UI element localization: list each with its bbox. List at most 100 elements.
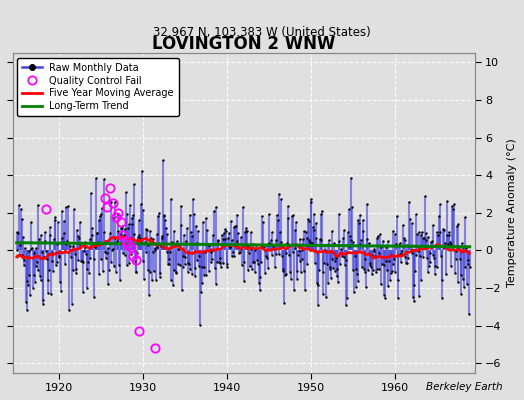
Point: [33, 259, 41, 266]
Point: [380, 292, 388, 298]
Point: [157, 234, 166, 241]
Point: [296, 258, 304, 264]
Point: [409, 282, 418, 288]
Point: [438, 295, 446, 301]
Point: [77, 258, 85, 264]
Point: [217, 232, 226, 238]
Point: [405, 199, 413, 206]
Point: [117, 225, 126, 232]
Point: [35, 236, 43, 243]
Point: [253, 257, 261, 264]
Point: [117, 225, 125, 232]
Point: [144, 267, 152, 274]
Point: [456, 272, 465, 279]
Point: [15, 242, 24, 248]
Point: [193, 240, 202, 246]
Point: [461, 214, 470, 220]
Point: [95, 216, 104, 223]
Point: [74, 257, 82, 264]
Point: [274, 217, 282, 223]
Point: [277, 238, 285, 245]
Point: [44, 277, 52, 284]
Point: [439, 225, 447, 232]
Point: [157, 242, 165, 249]
Point: [118, 222, 127, 229]
Point: [341, 262, 350, 268]
Point: [90, 256, 99, 262]
Point: [373, 235, 381, 241]
Point: [448, 203, 456, 210]
Point: [36, 273, 44, 280]
Point: [293, 268, 302, 274]
Point: [285, 252, 293, 258]
Point: [344, 228, 352, 235]
Point: [102, 255, 110, 261]
Point: [216, 260, 225, 267]
Point: [206, 259, 215, 266]
Point: [73, 226, 81, 233]
Point: [82, 251, 90, 257]
Point: [175, 246, 183, 252]
Point: [41, 238, 50, 244]
Point: [288, 213, 296, 219]
Point: [427, 258, 435, 265]
Point: [89, 242, 97, 248]
Point: [104, 281, 112, 288]
Point: [431, 271, 439, 278]
Point: [373, 266, 381, 272]
Point: [183, 269, 192, 275]
Point: [462, 245, 471, 251]
Point: [413, 248, 422, 254]
Point: [432, 243, 440, 249]
Point: [21, 298, 30, 305]
Point: [179, 264, 188, 270]
Point: [227, 218, 235, 224]
Point: [407, 247, 415, 253]
Point: [242, 225, 250, 231]
Point: [371, 253, 379, 259]
Point: [401, 254, 409, 260]
Point: [340, 254, 348, 260]
Point: [347, 175, 356, 182]
Point: [190, 272, 199, 279]
Point: [311, 235, 320, 241]
Point: [427, 239, 435, 246]
Point: [400, 235, 408, 242]
Point: [303, 261, 311, 268]
Point: [204, 242, 212, 248]
Point: [50, 236, 58, 242]
Point: [244, 266, 253, 273]
Point: [294, 248, 303, 254]
Point: [203, 227, 211, 234]
Point: [140, 276, 148, 282]
Point: [15, 202, 23, 208]
Point: [187, 229, 195, 236]
Point: [47, 291, 55, 298]
Point: [53, 241, 61, 248]
Point: [457, 291, 465, 297]
Point: [394, 294, 402, 301]
Point: [181, 253, 190, 260]
Point: [335, 237, 344, 244]
Point: [81, 243, 90, 250]
Point: [90, 294, 98, 300]
Point: [124, 225, 132, 231]
Point: [171, 270, 180, 276]
Point: [258, 213, 267, 219]
Point: [283, 240, 291, 246]
Point: [336, 260, 344, 267]
Point: [163, 260, 172, 267]
Point: [129, 212, 137, 218]
Point: [105, 266, 113, 273]
Point: [437, 253, 445, 259]
Point: [59, 239, 67, 246]
Point: [302, 228, 310, 235]
Point: [275, 250, 283, 257]
Point: [342, 302, 351, 308]
Point: [369, 267, 377, 274]
Point: [374, 233, 382, 239]
Point: [215, 255, 224, 261]
Point: [28, 245, 36, 252]
Point: [79, 288, 88, 295]
Y-axis label: Temperature Anomaly (°C): Temperature Anomaly (°C): [507, 138, 517, 287]
